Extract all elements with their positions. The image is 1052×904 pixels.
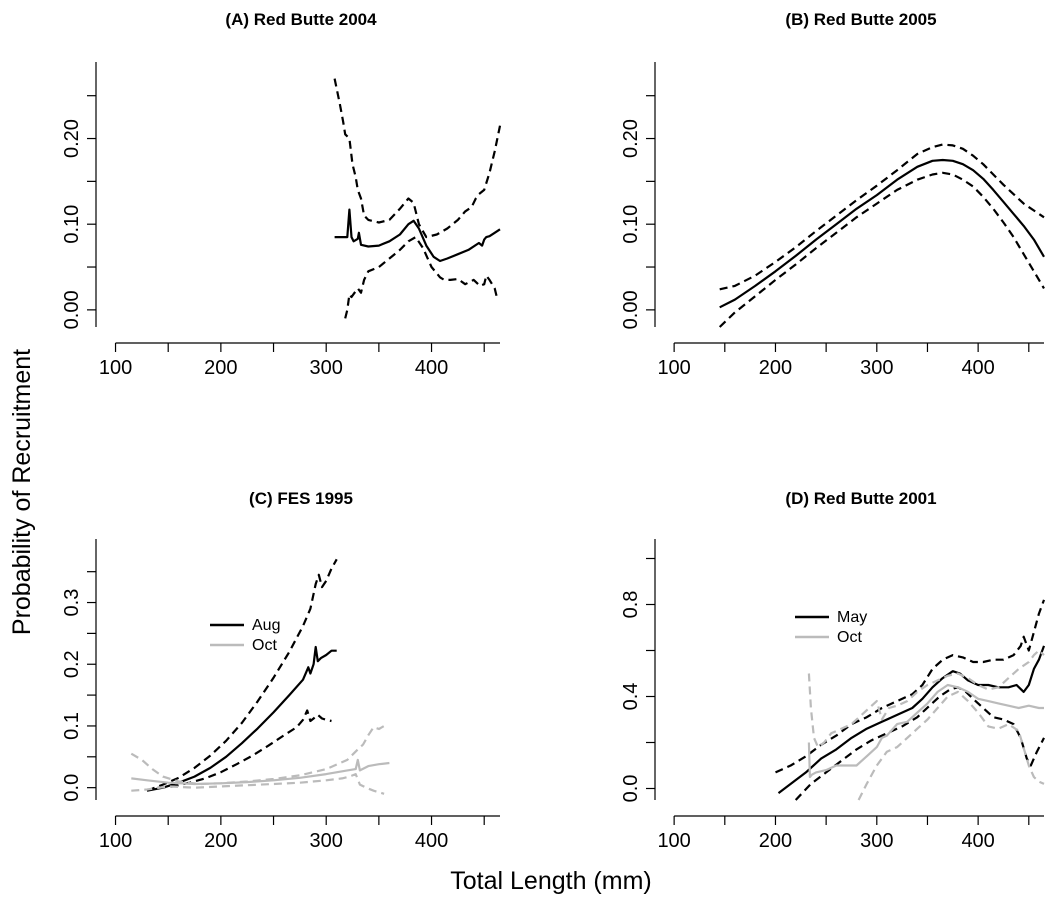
chart-title: (B) Red Butte 2005 [785, 10, 936, 29]
x-tick-label: 100 [99, 357, 132, 379]
x-axis-label: Total Length (mm) [450, 867, 651, 895]
confidence-band-line [718, 171, 1045, 328]
fitted-curve-line [777, 645, 1046, 794]
x-tick-label: 400 [415, 357, 448, 379]
confidence-band-line [857, 690, 1045, 801]
legend-label: Aug [252, 617, 280, 634]
y-tick-label: 0.4 [620, 683, 642, 711]
y-tick-label: 0.0 [61, 774, 83, 802]
series-group [333, 78, 502, 319]
confidence-band-line [775, 599, 1046, 774]
x-tick-label: 300 [310, 830, 343, 852]
series-group [775, 599, 1046, 801]
series-group [718, 143, 1045, 328]
x-tick-label: 200 [204, 357, 237, 379]
x-tick-label: 100 [657, 357, 690, 379]
chart-panel: (B) Red Butte 2005 100 200 300 400 0.00 0.10 0.… [620, 10, 1045, 379]
x-tick-label: 200 [204, 830, 237, 852]
y-tick-label: 0.8 [620, 591, 642, 619]
legend-label: May [837, 609, 867, 626]
y-tick-label: 0.00 [620, 290, 642, 329]
confidence-band-line [146, 558, 338, 792]
y-tick-label: 0.20 [61, 119, 83, 158]
y-tick-label: 0.0 [620, 775, 642, 803]
confidence-band-line [131, 773, 385, 795]
confidence-band-line [344, 236, 498, 319]
x-tick-label: 200 [759, 830, 792, 852]
x-tick-label: 400 [415, 830, 448, 852]
legend-label: Oct [837, 629, 862, 646]
x-tick-label: 300 [310, 357, 343, 379]
confidence-band-line [719, 143, 1045, 291]
x-tick-label: 100 [657, 830, 690, 852]
y-tick-label: 0.10 [620, 205, 642, 244]
y-tick-label: 0.10 [61, 205, 83, 244]
x-tick-label: 400 [961, 357, 994, 379]
chart-panels: (A) Red Butte 2004 100 200 300 400 0.00 0.10 0.… [61, 10, 1046, 852]
confidence-band-line [157, 709, 332, 789]
chart-panel: (A) Red Butte 2004 100 200 300 400 0.00 0.10 0.… [61, 10, 502, 379]
chart-title: (A) Red Butte 2004 [225, 10, 377, 29]
x-tick-label: 200 [759, 357, 792, 379]
chart-title: (C) FES 1995 [249, 489, 353, 508]
fitted-curve-line [334, 208, 501, 263]
chart-panel: (D) Red Butte 2001 100 200 300 400 0.0 0.4 0.8 M… [620, 489, 1046, 852]
x-tick-label: 100 [99, 830, 132, 852]
confidence-band-line [333, 78, 502, 239]
fitted-curve-line [719, 158, 1045, 309]
chart-panel: (C) FES 1995 100 200 300 400 0.0 0.1 0.2 0.3 Aug O… [61, 489, 500, 852]
chart-title: (D) Red Butte 2001 [785, 489, 936, 508]
fitted-curve-line [807, 683, 1044, 779]
x-tick-label: 400 [961, 830, 994, 852]
y-tick-label: 0.2 [61, 650, 83, 678]
x-tick-label: 300 [860, 357, 893, 379]
fitted-curve-line [131, 758, 390, 786]
y-axis-label: Probability of Recruitment [8, 349, 36, 635]
y-tick-label: 0.3 [61, 589, 83, 617]
legend-label: Oct [252, 637, 277, 654]
x-tick-label: 300 [860, 830, 893, 852]
series-group [130, 558, 390, 795]
y-tick-label: 0.00 [61, 290, 83, 329]
confidence-band-line [807, 649, 1045, 749]
confidence-band-line [130, 725, 385, 786]
y-tick-label: 0.20 [620, 119, 642, 158]
fitted-curve-line [146, 645, 337, 792]
y-tick-label: 0.1 [61, 712, 83, 740]
